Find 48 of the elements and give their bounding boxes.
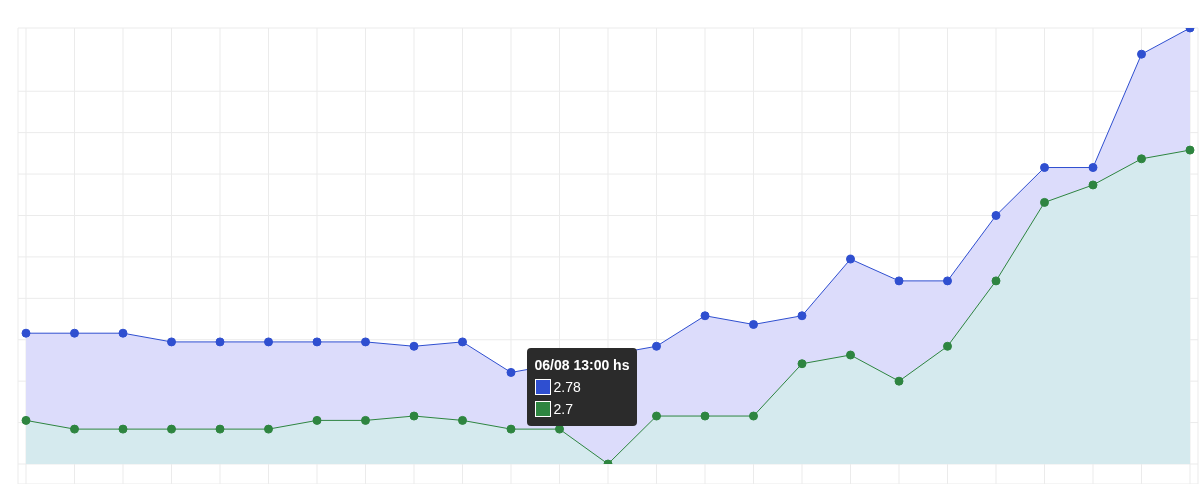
point xyxy=(652,411,661,421)
point xyxy=(264,337,273,347)
point xyxy=(264,424,273,434)
point xyxy=(700,311,710,321)
point xyxy=(797,359,807,369)
point xyxy=(1040,163,1049,173)
point xyxy=(215,337,225,347)
point xyxy=(991,210,1001,220)
point xyxy=(1137,154,1146,164)
point xyxy=(312,337,322,347)
annotation: 2.7 xyxy=(553,400,573,419)
point xyxy=(894,376,904,386)
point xyxy=(1088,163,1098,173)
point xyxy=(1185,145,1195,155)
point xyxy=(409,411,419,421)
point xyxy=(846,254,855,264)
point xyxy=(846,350,855,360)
point xyxy=(700,411,710,421)
point xyxy=(21,328,31,338)
point xyxy=(215,424,225,434)
point xyxy=(118,424,128,434)
annotation: 2.78 xyxy=(553,378,581,397)
point xyxy=(1137,49,1146,59)
point xyxy=(797,311,807,321)
point xyxy=(458,337,467,347)
point xyxy=(894,276,904,286)
point xyxy=(1088,180,1098,190)
point xyxy=(458,415,467,425)
point xyxy=(943,341,952,351)
point xyxy=(652,341,661,351)
point xyxy=(943,276,952,286)
point xyxy=(70,424,79,434)
point xyxy=(1040,197,1049,207)
point xyxy=(312,415,322,425)
point xyxy=(167,337,176,347)
point xyxy=(409,341,419,351)
point xyxy=(991,276,1001,286)
annotation: 06/08 13:00 hs xyxy=(534,356,630,375)
point xyxy=(749,319,758,329)
point xyxy=(361,337,370,347)
point xyxy=(361,415,370,425)
point xyxy=(506,424,516,434)
point xyxy=(506,367,516,377)
point xyxy=(167,424,176,434)
point xyxy=(21,415,31,425)
point xyxy=(70,328,79,338)
point xyxy=(118,328,128,338)
point xyxy=(749,411,758,421)
